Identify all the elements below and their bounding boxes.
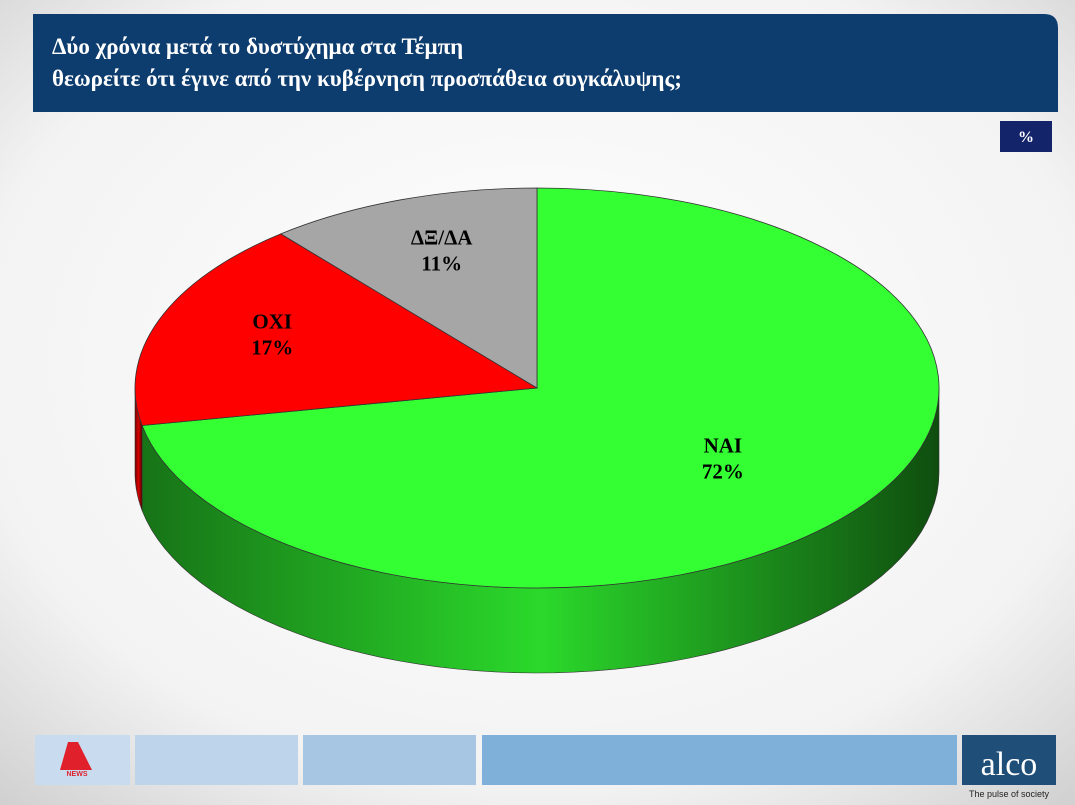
chart-title: Δύο χρόνια μετά το δυστύχημα στα Τέμπη — [52, 34, 463, 59]
value-label: 11% — [421, 251, 462, 275]
value-label: 72% — [702, 459, 744, 483]
logo-text: NEWS — [67, 771, 88, 778]
chart-subtitle: θεωρείτε ότι έγινε από την κυβέρνηση προ… — [52, 66, 682, 91]
value-label: 17% — [251, 336, 293, 360]
title-bar — [33, 14, 1058, 112]
slice — [141, 187, 940, 589]
footer-block — [303, 735, 476, 785]
unit-box — [1000, 121, 1052, 152]
slice-label: ΔΞ/ΔΑ — [411, 225, 473, 249]
slice — [279, 187, 538, 389]
slice-label: ΟΧΙ — [252, 310, 292, 334]
slice-label: ΝΑΙ — [704, 433, 743, 457]
footer-block — [482, 735, 957, 785]
brand: alco — [981, 746, 1038, 783]
slice — [134, 233, 539, 426]
brand-box — [962, 735, 1056, 785]
tagline: The pulse of society — [969, 789, 1050, 799]
logo-icon — [60, 742, 92, 770]
unit-label: % — [1018, 129, 1034, 146]
footer-block — [135, 735, 298, 785]
